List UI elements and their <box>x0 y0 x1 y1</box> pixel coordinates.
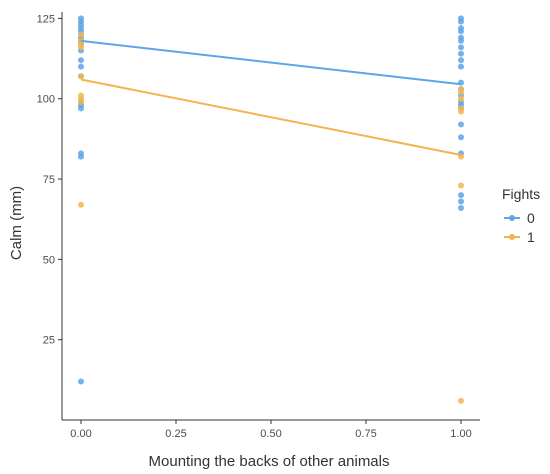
data-point-series-1 <box>78 98 84 105</box>
data-point-series-1 <box>458 182 464 189</box>
data-point-series-0 <box>458 121 464 128</box>
data-point-series-0 <box>458 192 464 199</box>
data-point-series-1 <box>78 31 84 38</box>
fit-line-series-0 <box>80 39 462 86</box>
data-point-series-0 <box>78 63 84 70</box>
fit-lines-layer <box>80 39 462 156</box>
x-tick-label: 0.25 <box>165 428 186 440</box>
x-axis-title: Mounting the backs of other animals <box>149 453 390 470</box>
y-tick-label: 50 <box>43 254 55 266</box>
y-tick-label: 125 <box>37 13 55 25</box>
data-point-series-0 <box>78 57 84 64</box>
data-point-series-0 <box>458 204 464 211</box>
data-point-series-0 <box>458 57 464 64</box>
data-point-series-0 <box>458 28 464 35</box>
data-point-series-1 <box>78 44 84 51</box>
data-point-series-0 <box>78 378 84 385</box>
legend-key-dot <box>509 215 515 221</box>
data-point-series-0 <box>78 105 84 112</box>
legend-key-dot <box>509 234 515 240</box>
axes-layer <box>61 12 480 421</box>
data-point-series-1 <box>78 201 84 208</box>
legend-label-0: 0 <box>527 210 535 226</box>
x-tick-label: 0.75 <box>355 428 376 440</box>
data-point-series-1 <box>458 89 464 96</box>
y-tick-label: 25 <box>43 335 55 347</box>
y-axis-title: Calm (mm) <box>8 186 25 260</box>
data-point-series-1 <box>458 95 464 102</box>
x-tick-label: 0.50 <box>260 428 281 440</box>
data-point-series-0 <box>458 44 464 51</box>
points-layer <box>78 15 464 404</box>
data-point-series-0 <box>458 134 464 141</box>
data-point-series-1 <box>458 108 464 115</box>
y-tick-label: 75 <box>43 174 55 186</box>
data-point-series-0 <box>458 50 464 57</box>
x-tick-label: 1.00 <box>450 428 471 440</box>
legend-title: Fights <box>502 186 540 202</box>
fit-line-series-1 <box>80 78 462 156</box>
data-point-series-0 <box>458 63 464 70</box>
y-ticks: 25 50 75 100 125 <box>37 13 62 347</box>
y-tick-label: 100 <box>37 94 55 106</box>
legend-entry-0: 0 <box>504 210 535 226</box>
legend-entry-1: 1 <box>504 229 535 245</box>
data-point-series-1 <box>458 397 464 404</box>
x-ticks: 0.00 0.25 0.50 0.75 1.00 <box>70 420 472 440</box>
data-point-series-1 <box>78 73 84 80</box>
data-point-series-0 <box>458 198 464 205</box>
x-tick-label: 0.00 <box>70 428 91 440</box>
data-point-series-0 <box>458 18 464 25</box>
legend: Fights 0 1 <box>502 186 540 245</box>
legend-label-1: 1 <box>527 229 535 245</box>
data-point-series-0 <box>78 153 84 160</box>
data-point-series-0 <box>458 37 464 44</box>
